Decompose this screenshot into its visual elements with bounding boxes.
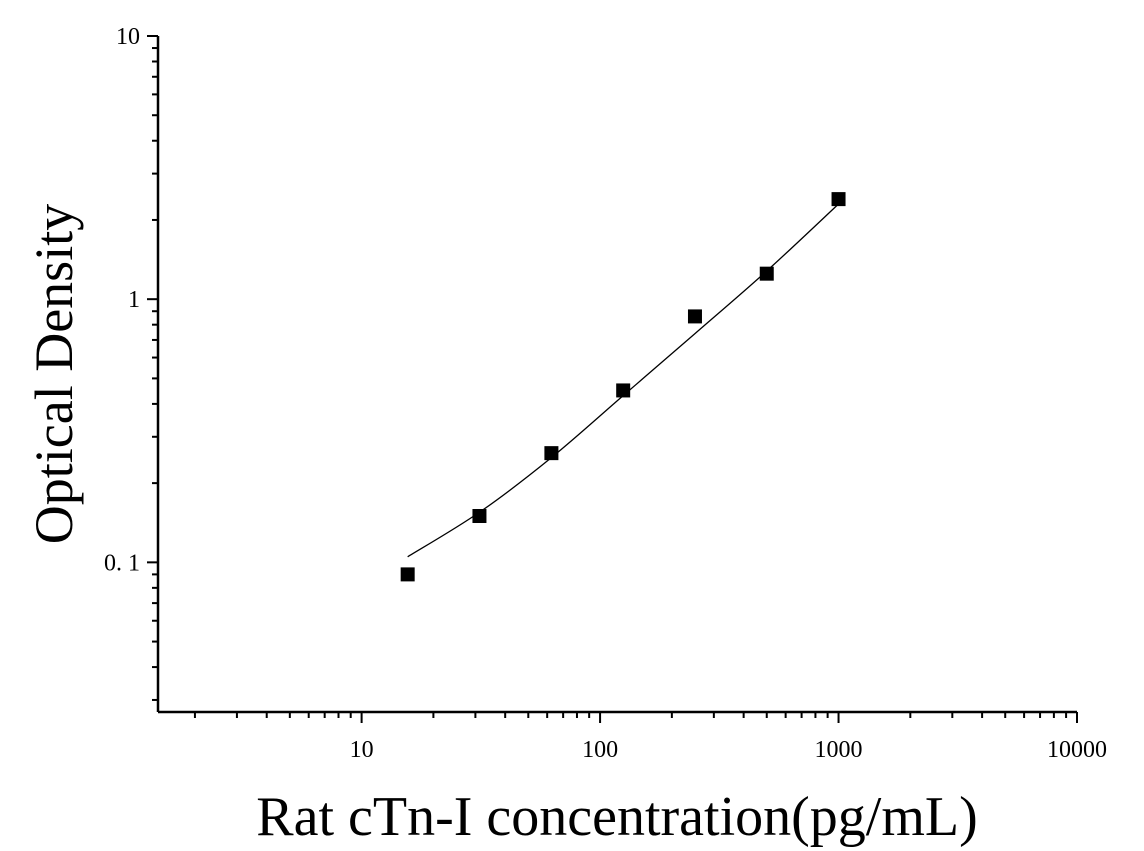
y-tick-label: 1 xyxy=(128,287,140,313)
x-axis-title: Rat cTn-I concentration(pg/mL) xyxy=(256,786,978,848)
data-points xyxy=(400,192,846,582)
data-point xyxy=(687,309,702,324)
y-axis-ticks: 0. 1 1 10 xyxy=(104,24,158,701)
axes xyxy=(156,36,1077,714)
fit-curve-group xyxy=(407,203,839,558)
x-tick-label: 10000 xyxy=(1047,737,1107,763)
data-point xyxy=(400,567,415,582)
y-tick-label: 0. 1 xyxy=(104,550,140,576)
fit-curve xyxy=(407,203,839,558)
y-tick-label: 10 xyxy=(116,24,140,50)
y-axis-title: Optical Density xyxy=(24,204,84,544)
x-tick-label: 100 xyxy=(582,737,618,763)
x-tick-label: 10 xyxy=(350,737,374,763)
data-point xyxy=(831,192,846,207)
data-point xyxy=(472,509,487,524)
x-axis-ticks: 10 100 1000 10000 xyxy=(193,712,1107,763)
x-tick-label: 1000 xyxy=(815,737,863,763)
data-point xyxy=(616,383,631,398)
data-point xyxy=(544,446,559,461)
data-point xyxy=(759,266,774,281)
